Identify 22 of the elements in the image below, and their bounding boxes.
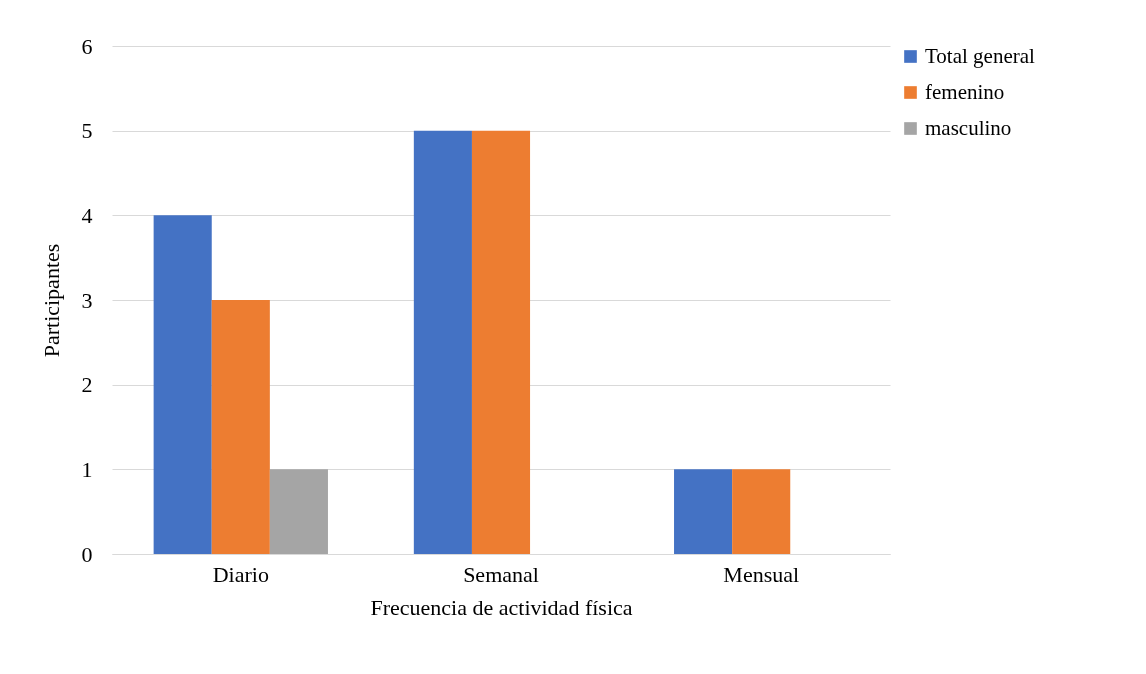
bar: [153, 215, 212, 554]
y-tick-label: 1: [81, 456, 93, 482]
bar: [674, 469, 733, 554]
y-tick-label: 2: [81, 372, 93, 398]
legend-label: masculino: [925, 115, 1012, 140]
y-axis-title: Participantes: [38, 243, 64, 358]
x-tick-label: Diario: [212, 561, 269, 587]
y-tick-label: 0: [81, 541, 93, 567]
bar: [471, 130, 531, 554]
x-tick-label: Semanal: [463, 561, 539, 587]
legend-label: femenino: [925, 79, 1005, 104]
bar: [269, 469, 328, 554]
y-tick-label: 4: [81, 202, 93, 228]
legend-label: Total general: [925, 43, 1036, 68]
x-axis-title: Frecuencia de actividad física: [370, 594, 633, 620]
y-tick-label: 6: [81, 33, 93, 59]
bar: [732, 469, 791, 554]
y-tick-label: 3: [81, 287, 93, 313]
x-tick-label: Mensual: [723, 561, 800, 587]
bar: [211, 300, 270, 554]
y-tick-label: 5: [81, 118, 93, 144]
bar: [413, 130, 472, 554]
